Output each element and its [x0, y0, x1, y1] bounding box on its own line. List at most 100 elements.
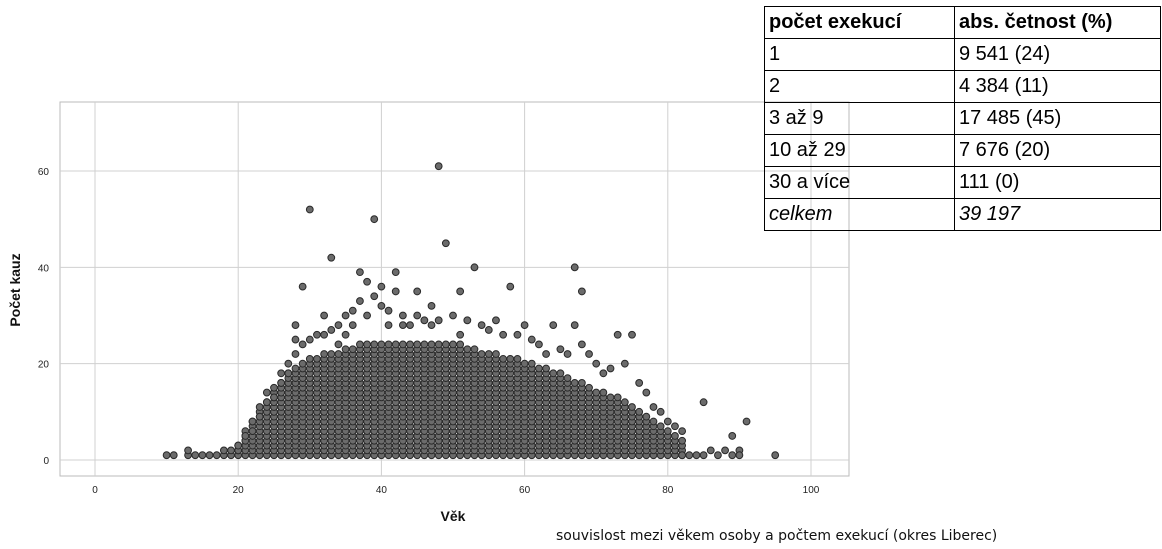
- data-point: [449, 340, 457, 349]
- data-point: [470, 263, 479, 272]
- x-tick-label: 100: [803, 485, 820, 496]
- data-point: [291, 350, 300, 358]
- table-cell-category: 10 až 29: [764, 134, 955, 167]
- data-point: [671, 422, 679, 431]
- data-point: [363, 277, 371, 286]
- data-point: [671, 432, 679, 440]
- data-point: [184, 446, 192, 455]
- data-point: [420, 316, 429, 325]
- data-point: [191, 451, 200, 460]
- data-point: [556, 369, 565, 378]
- data-point: [628, 403, 636, 411]
- data-point: [513, 354, 522, 363]
- data-point: [341, 330, 350, 339]
- data-point: [377, 301, 386, 310]
- data-point: [441, 340, 450, 349]
- data-point: [384, 340, 393, 349]
- data-point: [434, 162, 443, 171]
- data-point: [370, 215, 379, 224]
- data-point: [291, 335, 300, 344]
- data-point: [535, 340, 543, 349]
- data-point: [320, 350, 329, 358]
- data-point: [477, 321, 486, 330]
- data-point: [642, 412, 651, 421]
- data-point: [348, 321, 357, 330]
- data-point: [620, 359, 629, 368]
- data-point: [313, 330, 321, 339]
- table-cell-category: 30 a více: [764, 166, 955, 199]
- data-point: [169, 451, 178, 460]
- data-point: [391, 340, 400, 349]
- data-point: [313, 354, 321, 363]
- data-point: [384, 321, 393, 330]
- data-point: [277, 379, 286, 387]
- data-point: [492, 316, 500, 325]
- x-tick-label: 20: [233, 485, 245, 496]
- data-point: [699, 451, 708, 460]
- data-point: [470, 345, 479, 354]
- data-point: [427, 301, 436, 310]
- data-point: [341, 345, 350, 354]
- data-point: [391, 287, 400, 296]
- table-cell-category: 1: [764, 38, 955, 71]
- x-tick-label: 0: [92, 485, 98, 496]
- data-point: [320, 330, 329, 339]
- y-tick-label: 60: [38, 167, 50, 178]
- data-point: [270, 383, 278, 392]
- data-point: [570, 379, 579, 387]
- data-point: [513, 330, 522, 339]
- table-cell-category: 2: [764, 70, 955, 103]
- data-point: [413, 311, 422, 320]
- data-point: [484, 326, 493, 334]
- data-point: [277, 369, 286, 378]
- data-point: [363, 311, 371, 320]
- data-point: [248, 427, 257, 436]
- data-point: [456, 287, 465, 296]
- data-point: [506, 282, 515, 291]
- data-point: [291, 321, 300, 330]
- y-tick-label: 20: [38, 360, 50, 371]
- data-point: [456, 330, 465, 339]
- data-point: [492, 350, 500, 358]
- data-point: [406, 340, 414, 349]
- data-point: [334, 350, 343, 358]
- data-point: [649, 417, 658, 426]
- data-point: [678, 427, 687, 436]
- table-total-row: celkem 39 197: [764, 198, 1161, 231]
- data-point: [649, 403, 658, 411]
- data-point: [699, 398, 708, 407]
- data-point: [527, 359, 536, 368]
- data-point: [635, 407, 644, 416]
- tick-labels: 0 20 40 60 80 100 0 20 40 60: [38, 167, 820, 496]
- data-point: [678, 451, 687, 460]
- table-cell-category: 3 až 9: [764, 102, 955, 135]
- table-total-value: 39 197: [954, 198, 1161, 231]
- table-total-label: celkem: [764, 198, 955, 231]
- data-point: [577, 287, 586, 296]
- table-cell-value: 111 (0): [954, 166, 1161, 199]
- data-point: [585, 383, 593, 392]
- table-row: 30 a více 111 (0): [764, 166, 1161, 199]
- data-point: [735, 451, 744, 460]
- data-point: [255, 412, 264, 421]
- data-point: [642, 388, 651, 397]
- data-point: [219, 446, 228, 455]
- data-point: [692, 451, 701, 460]
- data-point: [334, 321, 343, 330]
- data-point: [356, 268, 364, 277]
- y-tick-label: 40: [38, 263, 50, 274]
- table-cell-value: 17 485 (45): [954, 102, 1161, 135]
- data-point: [398, 321, 407, 330]
- data-point: [477, 350, 486, 358]
- y-axis-title: Počet kauz: [7, 253, 23, 326]
- data-point: [284, 369, 293, 378]
- table-row: 2 4 384 (11): [764, 70, 1161, 103]
- data-point: [620, 398, 629, 407]
- table-cell-value: 7 676 (20): [954, 134, 1161, 167]
- data-point: [320, 311, 329, 320]
- data-point: [234, 441, 243, 450]
- data-point: [327, 253, 336, 262]
- data-point: [262, 398, 271, 407]
- table-row: 10 až 29 7 676 (20): [764, 134, 1161, 167]
- data-point: [298, 340, 307, 349]
